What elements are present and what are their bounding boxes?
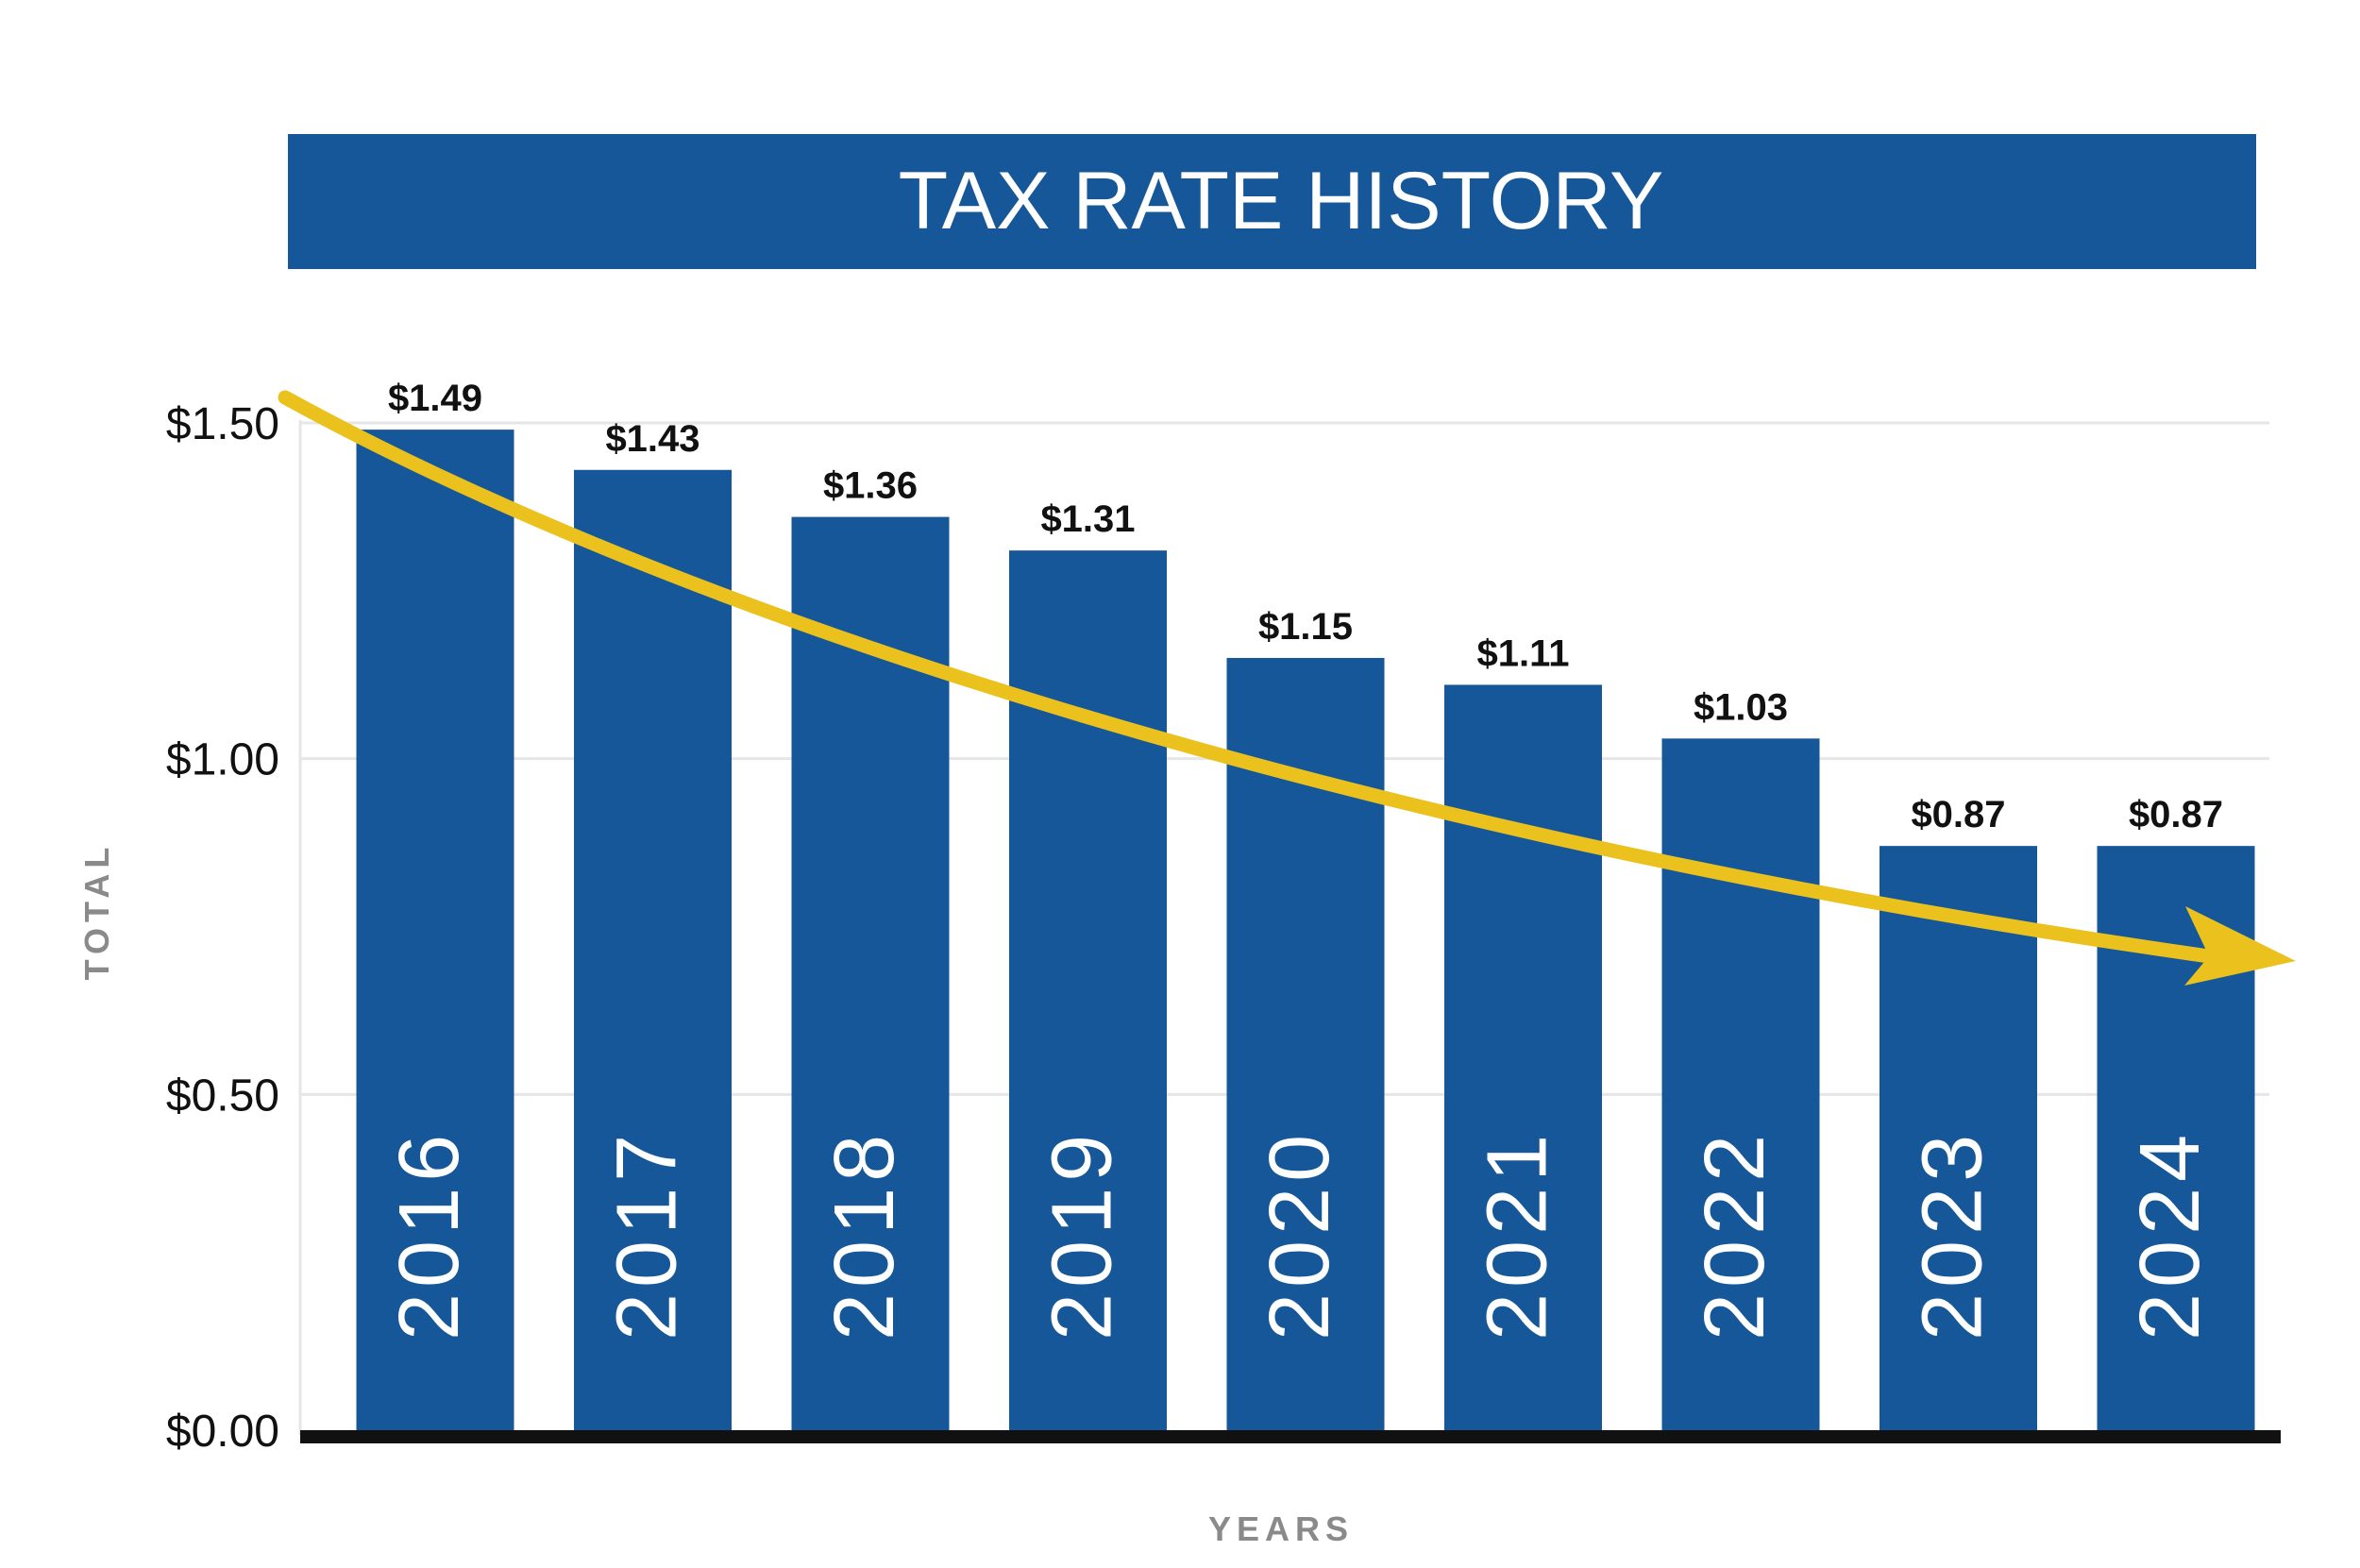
year-label-2022: 2022 bbox=[1688, 1129, 1782, 1340]
year-label-2017: 2017 bbox=[599, 1129, 694, 1340]
y-tick-labels: $0.00 $0.50 $1.00 $1.50 bbox=[166, 399, 279, 1457]
year-label-2018: 2018 bbox=[818, 1129, 912, 1340]
year-label-2023: 2023 bbox=[1905, 1129, 1999, 1340]
y-tick-label: $0.50 bbox=[166, 1071, 279, 1121]
y-tick-label: $0.00 bbox=[166, 1407, 279, 1457]
trend-arrow-head bbox=[2184, 906, 2296, 986]
year-labels: 2016 2017 2018 2019 2020 2021 2022 2023 2024 bbox=[382, 1129, 2217, 1340]
value-label-2017: $1.43 bbox=[605, 418, 700, 460]
bars bbox=[356, 430, 2255, 1431]
trend-arrow-curve bbox=[278, 390, 2217, 964]
year-label-2021: 2021 bbox=[1470, 1129, 1564, 1340]
y-axis-title: TOTAL bbox=[77, 842, 116, 981]
bar-2022 bbox=[1661, 738, 1820, 1430]
value-label-2016: $1.49 bbox=[388, 378, 482, 419]
y-tick-label: $1.00 bbox=[166, 735, 279, 785]
year-label-2020: 2020 bbox=[1253, 1129, 1347, 1340]
value-label-2020: $1.15 bbox=[1258, 606, 1353, 648]
chart-title: TAX RATE HISTORY bbox=[899, 156, 1664, 246]
bar-2016 bbox=[356, 430, 514, 1431]
value-label-2024: $0.87 bbox=[2129, 794, 2223, 835]
value-label-2022: $1.03 bbox=[1694, 686, 1788, 728]
bar-2021 bbox=[1444, 684, 1602, 1430]
value-labels: $1.49 $1.43 $1.36 $1.31 $1.15 $1.11 $1.03 $0.87… bbox=[388, 378, 2223, 835]
year-label-2019: 2019 bbox=[1035, 1129, 1129, 1340]
value-label-2019: $1.31 bbox=[1040, 498, 1135, 540]
value-label-2018: $1.36 bbox=[823, 465, 918, 507]
value-label-2023: $0.87 bbox=[1911, 794, 2005, 835]
x-axis-title: YEARS bbox=[1208, 1509, 1354, 1548]
value-label-2021: $1.11 bbox=[1477, 632, 1570, 674]
year-label-2024: 2024 bbox=[2123, 1129, 2217, 1340]
bar-2017 bbox=[574, 469, 732, 1430]
y-tick-label: $1.50 bbox=[166, 399, 279, 449]
year-label-2016: 2016 bbox=[382, 1129, 477, 1340]
title-banner bbox=[288, 134, 2256, 269]
bar-2023 bbox=[1880, 846, 2037, 1430]
x-axis-baseline bbox=[300, 1430, 2281, 1443]
